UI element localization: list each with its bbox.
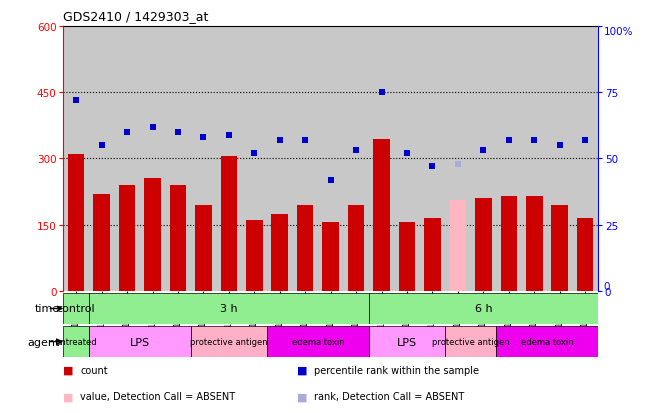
Bar xyxy=(348,205,364,291)
Bar xyxy=(271,214,288,291)
Bar xyxy=(89,293,369,324)
Text: edema toxin: edema toxin xyxy=(292,337,344,346)
Bar xyxy=(246,221,263,291)
Text: ■: ■ xyxy=(297,365,308,375)
Bar xyxy=(89,326,190,357)
Text: 3 h: 3 h xyxy=(220,304,238,314)
Bar xyxy=(297,205,313,291)
Text: ■: ■ xyxy=(63,365,74,375)
Text: ■: ■ xyxy=(297,392,308,401)
Text: LPS: LPS xyxy=(397,337,417,347)
Bar xyxy=(424,218,441,291)
Text: rank, Detection Call = ABSENT: rank, Detection Call = ABSENT xyxy=(314,392,464,401)
Bar xyxy=(170,185,186,291)
Bar xyxy=(220,157,237,291)
Bar xyxy=(500,197,517,291)
Bar xyxy=(369,326,445,357)
Text: 100%: 100% xyxy=(603,27,633,37)
Bar xyxy=(551,205,568,291)
Bar xyxy=(496,326,598,357)
Text: value, Detection Call = ABSENT: value, Detection Call = ABSENT xyxy=(80,392,235,401)
Bar xyxy=(369,293,598,324)
Text: agent: agent xyxy=(28,337,60,347)
Bar xyxy=(373,139,390,291)
Text: time: time xyxy=(35,304,60,314)
Bar xyxy=(63,293,89,324)
Text: edema toxin: edema toxin xyxy=(520,337,573,346)
Bar xyxy=(94,194,110,291)
Text: 6 h: 6 h xyxy=(474,304,492,314)
Text: GDS2410 / 1429303_at: GDS2410 / 1429303_at xyxy=(63,10,209,23)
Bar xyxy=(445,326,496,357)
Bar xyxy=(399,223,415,291)
Text: percentile rank within the sample: percentile rank within the sample xyxy=(314,365,479,375)
Text: protective antigen: protective antigen xyxy=(432,337,510,346)
Text: LPS: LPS xyxy=(130,337,150,347)
Text: 0: 0 xyxy=(603,281,610,291)
Bar xyxy=(68,154,84,291)
Bar xyxy=(450,201,466,291)
Bar xyxy=(267,326,369,357)
Bar xyxy=(144,179,161,291)
Text: count: count xyxy=(80,365,108,375)
Text: control: control xyxy=(57,304,96,314)
Text: untreated: untreated xyxy=(55,337,97,346)
Text: protective antigen: protective antigen xyxy=(190,337,268,346)
Bar xyxy=(323,223,339,291)
Bar xyxy=(195,205,212,291)
Bar xyxy=(475,199,492,291)
Bar xyxy=(190,326,267,357)
Text: ■: ■ xyxy=(63,392,74,401)
Bar xyxy=(119,185,136,291)
Bar xyxy=(526,197,542,291)
Bar xyxy=(577,218,593,291)
Bar xyxy=(63,326,89,357)
